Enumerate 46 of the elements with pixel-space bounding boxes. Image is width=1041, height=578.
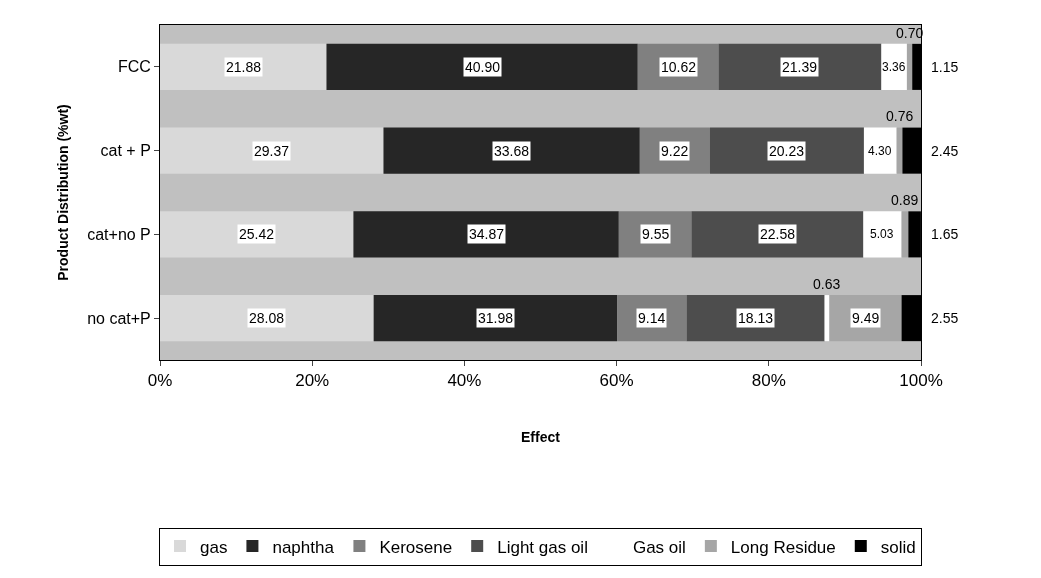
data-label: 22.58 [760, 226, 796, 242]
y-tick-label: no cat+P [87, 309, 151, 327]
data-label: 2.55 [931, 310, 959, 326]
data-label: 9.14 [638, 310, 666, 326]
x-tick-label: 40% [447, 371, 482, 391]
y-tick-label: FCC [117, 58, 151, 76]
data-label: 31.98 [478, 310, 514, 326]
legend-label: naphtha [272, 537, 335, 557]
x-axis-title: Effect [521, 429, 561, 445]
data-label: 9.49 [852, 310, 880, 326]
data-label: 9.55 [642, 226, 670, 242]
data-label: 21.88 [226, 59, 262, 75]
legend-label: solid [880, 537, 916, 557]
data-label: 25.42 [239, 226, 275, 242]
y-axis-title: Product Distribution (%wt) [54, 104, 71, 281]
data-label: 21.39 [782, 59, 818, 75]
x-tick-label: 60% [599, 371, 634, 391]
data-label: 0.89 [891, 192, 919, 208]
data-label: 3.36 [882, 60, 906, 74]
data-label: 9.22 [661, 143, 689, 159]
x-tick-label: 80% [751, 371, 786, 391]
legend-label: gas [200, 537, 228, 557]
data-label: 0.76 [886, 108, 914, 124]
y-tick-label: cat+no P [87, 225, 151, 243]
data-label: 0.63 [813, 276, 841, 292]
x-tick-label: 20% [295, 371, 330, 391]
data-label: 34.87 [469, 226, 505, 242]
y-tick-label: cat + P [100, 142, 151, 160]
legend-label: Light gas oil [497, 537, 588, 557]
data-label: 10.62 [661, 59, 697, 75]
data-label: 29.37 [254, 143, 290, 159]
data-label: 1.15 [931, 59, 959, 75]
data-label: 20.23 [769, 143, 805, 159]
x-tick-label: 0% [147, 371, 173, 391]
data-label: 5.03 [870, 227, 894, 241]
data-label: 33.68 [494, 143, 530, 159]
data-label: 1.65 [931, 226, 959, 242]
data-label: 4.30 [868, 144, 892, 158]
legend-label: Long Residue [730, 537, 836, 557]
x-tick-label: 100% [899, 371, 943, 391]
legend-label: Kerosene [379, 537, 453, 557]
text: Gas oil [632, 537, 686, 557]
data-label: 28.08 [249, 310, 285, 326]
data-label: 2.45 [931, 143, 959, 159]
data-label: 40.90 [465, 59, 501, 75]
data-label: 18.13 [738, 310, 774, 326]
